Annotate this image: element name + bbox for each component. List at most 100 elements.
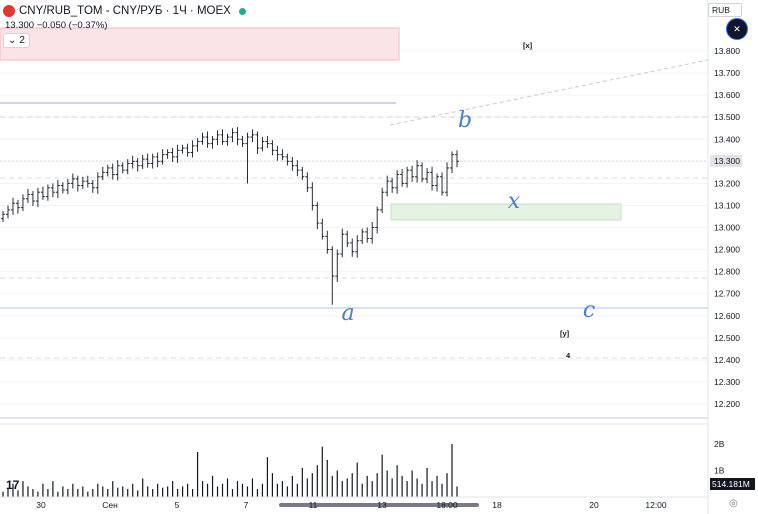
candle xyxy=(185,143,190,157)
candle xyxy=(170,148,175,162)
candle xyxy=(195,138,200,152)
candle xyxy=(425,167,430,184)
time-scroll-bar[interactable] xyxy=(279,503,479,507)
volume-tick-label: 1B xyxy=(714,466,725,476)
wave-labels: a b x c xyxy=(341,108,595,326)
volume-tag-label: 514.181M xyxy=(712,479,750,489)
candle xyxy=(415,160,420,183)
candle xyxy=(345,230,350,248)
candle xyxy=(410,165,415,182)
wave-label: a xyxy=(341,301,354,326)
candle xyxy=(305,172,310,192)
candle xyxy=(85,175,90,188)
candle xyxy=(315,202,320,230)
candle xyxy=(105,164,110,177)
candle xyxy=(45,184,50,201)
candle xyxy=(245,132,250,184)
y-tick-label: 13.500 xyxy=(714,112,740,122)
candle xyxy=(75,175,80,192)
y-tick-label: 13.600 xyxy=(714,90,740,100)
price-tag: 13.300 xyxy=(710,155,742,167)
candle xyxy=(435,173,440,192)
price-axis[interactable]: 13.800 13.700 13.600 13.500 13.400 13.300 13.2… xyxy=(714,46,740,409)
y-tick-label: 13.400 xyxy=(714,134,740,144)
candle xyxy=(55,180,60,199)
candle xyxy=(380,187,385,214)
avatar[interactable]: ✕ xyxy=(726,18,748,40)
time-axis[interactable]: 30 Сен 5 7 11 13 18:00 18 20 12:00 xyxy=(36,500,667,510)
chart-grid xyxy=(0,50,708,405)
candle xyxy=(30,191,35,207)
trend-line xyxy=(389,59,709,126)
chart-annotations: [x] [y] 4 xyxy=(523,41,571,360)
candle xyxy=(60,182,65,194)
indicators-toggle[interactable]: ⌄ 2 xyxy=(3,33,30,48)
candle xyxy=(340,228,345,258)
candle xyxy=(70,173,75,189)
candle xyxy=(10,197,15,215)
candle xyxy=(395,170,400,194)
candle xyxy=(65,178,70,195)
candle xyxy=(100,166,105,181)
candle xyxy=(225,133,230,146)
candle xyxy=(385,175,390,197)
candle xyxy=(390,177,395,193)
candle xyxy=(300,166,305,181)
candle xyxy=(175,144,180,163)
y-tick-label: 12.900 xyxy=(714,245,740,255)
y-tick-label: 12.600 xyxy=(714,311,740,321)
y-tick-label: 13.100 xyxy=(714,200,740,210)
candle xyxy=(190,140,195,158)
candle xyxy=(260,137,265,152)
x-tick-label: Сен xyxy=(102,500,118,510)
y-tick-label: 12.200 xyxy=(714,399,740,409)
candle xyxy=(50,183,55,198)
x-tick-label: 18 xyxy=(492,500,502,510)
candle xyxy=(230,128,235,143)
candle xyxy=(310,182,315,211)
volume-series xyxy=(2,444,458,497)
candle xyxy=(140,154,145,170)
wave-label: b xyxy=(458,108,472,133)
volume-tag: 514.181M xyxy=(710,478,755,490)
y-tick-label: 13.200 xyxy=(714,178,740,188)
x-tick-label: 11 xyxy=(309,500,318,510)
candle xyxy=(145,153,150,168)
symbol-title[interactable]: CNY/RUB_TOM - CNY/РУБ · 1Ч · MOEX xyxy=(19,5,231,17)
candle xyxy=(360,228,365,245)
x-tick-label: 7 xyxy=(244,500,249,510)
candle xyxy=(330,246,335,305)
y-tick-label: 13.700 xyxy=(714,68,740,78)
x-tick-label: 20 xyxy=(589,500,599,510)
candle xyxy=(455,150,459,168)
candle xyxy=(405,166,410,188)
currency-selector[interactable]: RUB xyxy=(708,3,742,17)
candle xyxy=(40,186,45,200)
candle xyxy=(355,235,360,258)
candle xyxy=(325,230,330,254)
gear-icon[interactable]: ◎ xyxy=(729,498,738,509)
candle xyxy=(1,210,5,222)
candle xyxy=(420,162,425,183)
wave-label: x xyxy=(508,189,521,214)
candle xyxy=(95,172,100,194)
candle xyxy=(220,129,225,145)
candle xyxy=(365,227,370,243)
candle xyxy=(450,151,455,174)
flag-icon xyxy=(3,5,15,17)
status-dot-icon xyxy=(238,7,246,15)
annotation-label: 4 xyxy=(566,351,571,360)
y-tick-label: 12.300 xyxy=(714,377,740,387)
symbol-header[interactable]: CNY/RUB_TOM - CNY/РУБ · 1Ч · MOEX xyxy=(0,2,246,20)
candle xyxy=(210,135,215,149)
candle xyxy=(120,162,125,174)
candle xyxy=(240,135,245,147)
candle xyxy=(285,153,290,166)
y-tick-label: 12.400 xyxy=(714,355,740,365)
candle xyxy=(200,132,205,145)
brand-logo: 17 xyxy=(6,478,20,492)
resistance-zone xyxy=(0,27,400,61)
candles-series xyxy=(1,127,459,305)
candle xyxy=(445,162,450,197)
